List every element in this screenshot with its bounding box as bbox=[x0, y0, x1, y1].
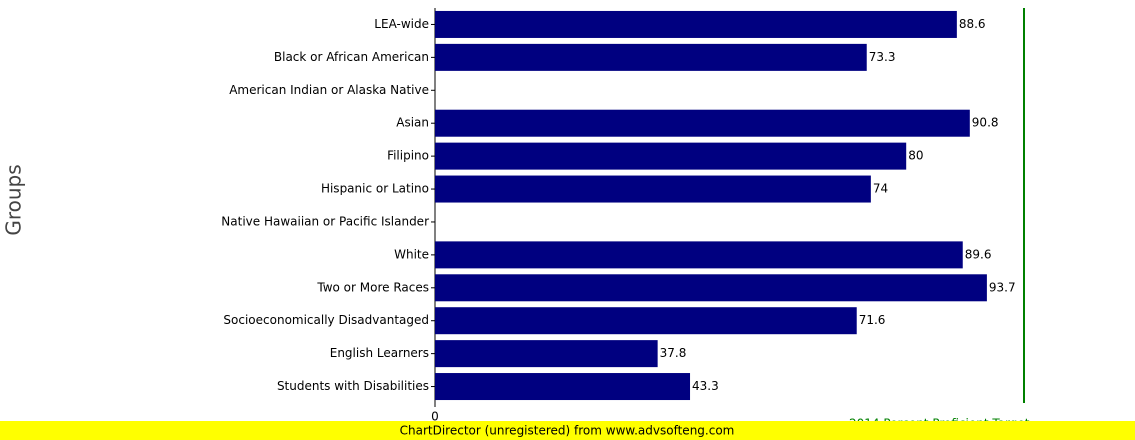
y-axis-label: Groups bbox=[2, 164, 26, 235]
value-label: 71.6 bbox=[859, 313, 886, 327]
y-tick-label: Native Hawaiian or Pacific Islander bbox=[221, 214, 429, 228]
footer-banner bbox=[0, 421, 1135, 440]
y-tick-label: Socioeconomically Disadvantaged bbox=[223, 313, 429, 327]
value-label: 37.8 bbox=[660, 346, 687, 360]
y-tick-label: English Learners bbox=[330, 346, 429, 360]
bar bbox=[435, 307, 857, 335]
bar bbox=[435, 175, 871, 203]
value-label: 74 bbox=[873, 182, 888, 196]
bar bbox=[435, 43, 867, 71]
bar bbox=[435, 241, 963, 269]
y-tick-label: Two or More Races bbox=[316, 280, 429, 294]
value-label: 88.6 bbox=[959, 17, 986, 31]
y-tick-label: Filipino bbox=[387, 149, 429, 163]
value-label: 89.6 bbox=[965, 247, 992, 261]
value-label: 80 bbox=[908, 149, 923, 163]
footer: ChartDirector (unregistered) from www.ad… bbox=[400, 424, 735, 438]
y-tick-label: Students with Disabilities bbox=[277, 379, 429, 393]
bar bbox=[435, 109, 970, 137]
y-tick-label: LEA-wide bbox=[374, 17, 429, 31]
bar bbox=[435, 142, 907, 170]
bar bbox=[435, 373, 691, 401]
value-label: 73.3 bbox=[869, 50, 896, 64]
value-label: 43.3 bbox=[692, 379, 719, 393]
value-label: 93.7 bbox=[989, 280, 1016, 294]
bar bbox=[435, 274, 987, 302]
y-tick-label: Black or African American bbox=[274, 50, 429, 64]
y-tick-label: American Indian or Alaska Native bbox=[229, 83, 429, 97]
y-tick-label: Hispanic or Latino bbox=[321, 182, 429, 196]
bar bbox=[435, 340, 658, 368]
bar bbox=[435, 10, 957, 38]
value-label: 90.8 bbox=[972, 116, 999, 130]
y-tick-label: White bbox=[394, 247, 429, 261]
x-tick-label: 0 bbox=[431, 410, 439, 424]
y-tick-label: Asian bbox=[396, 116, 429, 130]
